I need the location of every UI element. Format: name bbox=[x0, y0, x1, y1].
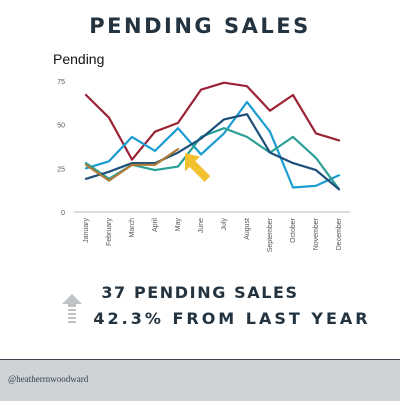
x-tick-label: August bbox=[244, 218, 251, 240]
chart-series bbox=[84, 81, 341, 191]
series-line-3 bbox=[84, 127, 341, 191]
x-tick-label: October bbox=[290, 217, 297, 243]
x-tick-labels: January February March April May June July Augu… bbox=[83, 217, 343, 252]
series-line-2 bbox=[84, 100, 341, 189]
x-tick-label: March bbox=[129, 218, 136, 238]
series-line-1 bbox=[84, 81, 341, 161]
x-tick-label: December bbox=[336, 217, 343, 250]
x-tick-label: November bbox=[313, 217, 320, 250]
page-title: PENDING SALES bbox=[89, 14, 311, 38]
x-tick-label: April bbox=[152, 218, 159, 232]
y-tick-label: 50 bbox=[57, 123, 65, 130]
social-handle: @heatherrnwoodward bbox=[8, 374, 89, 384]
x-tick-label: May bbox=[175, 218, 182, 232]
y-tick-labels: 0 25 50 75 bbox=[57, 79, 65, 217]
x-tick-label: January bbox=[83, 218, 90, 243]
up-arrow-icon bbox=[62, 294, 82, 323]
line-chart: 0 25 50 75 January February March April May June… bbox=[57, 79, 350, 252]
x-tick-label: September bbox=[267, 217, 274, 252]
y-tick-label: 25 bbox=[57, 166, 65, 173]
pending-count: 37 PENDING SALES bbox=[101, 283, 299, 302]
pointer-arrow-icon bbox=[185, 153, 211, 182]
y-tick-label: 0 bbox=[61, 210, 65, 217]
series-line-4 bbox=[84, 113, 341, 191]
footer-bar: @heatherrnwoodward bbox=[0, 359, 400, 401]
chart-annotations bbox=[185, 153, 211, 182]
y-tick-label: 75 bbox=[57, 79, 65, 86]
y-axis-label: Pending bbox=[53, 51, 105, 67]
x-tick-label: June bbox=[198, 218, 205, 233]
x-tick-label: July bbox=[221, 218, 228, 231]
series-line-5 bbox=[84, 148, 180, 182]
yoy-change: 42.3% FROM LAST YEAR bbox=[93, 309, 371, 328]
x-tick-label: February bbox=[106, 218, 113, 247]
